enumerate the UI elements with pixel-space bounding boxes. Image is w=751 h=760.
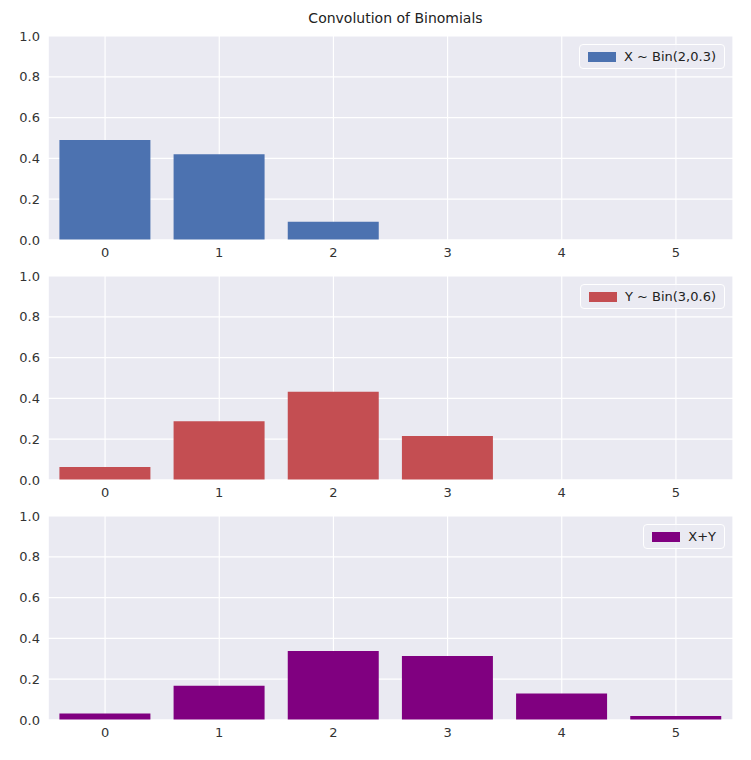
svg-text:1.0: 1.0: [19, 509, 40, 524]
svg-text:0.8: 0.8: [19, 549, 40, 564]
svg-text:0.4: 0.4: [19, 151, 40, 166]
svg-text:3: 3: [443, 485, 451, 500]
svg-text:1: 1: [215, 245, 223, 260]
svg-text:0.0: 0.0: [19, 473, 40, 488]
svg-text:5: 5: [672, 245, 680, 260]
svg-text:0.4: 0.4: [19, 391, 40, 406]
svg-text:0.8: 0.8: [19, 69, 40, 84]
svg-text:0.0: 0.0: [19, 713, 40, 728]
svg-text:0: 0: [101, 725, 109, 740]
svg-text:0.2: 0.2: [19, 192, 40, 207]
svg-text:0.6: 0.6: [19, 590, 40, 605]
svg-text:5: 5: [672, 725, 680, 740]
html-text:Y ~ Bin(3,0.6): Y ~ Bin(3,0.6): [624, 289, 716, 304]
svg-text:0: 0: [101, 245, 109, 260]
svg-text:4: 4: [558, 485, 566, 500]
svg-text:2: 2: [329, 485, 337, 500]
svg-text:0.6: 0.6: [19, 350, 40, 365]
svg-text:2: 2: [329, 245, 337, 260]
svg-text:4: 4: [558, 725, 566, 740]
svg-text:0.0: 0.0: [19, 233, 40, 248]
svg-text:0.6: 0.6: [19, 110, 40, 125]
svg-text:2: 2: [329, 725, 337, 740]
svg-text:1: 1: [215, 485, 223, 500]
svg-text:1.0: 1.0: [19, 29, 40, 44]
svg-text:0.4: 0.4: [19, 631, 40, 646]
svg-text:1: 1: [215, 725, 223, 740]
svg-text:0: 0: [101, 485, 109, 500]
svg-text:0.8: 0.8: [19, 309, 40, 324]
html-text:X+Y: X+Y: [688, 529, 716, 544]
html-text:Convolution of Binomials: Convolution of Binomials: [308, 10, 483, 26]
svg-text:0.2: 0.2: [19, 672, 40, 687]
svg-text:1.0: 1.0: [19, 269, 40, 284]
svg-text:4: 4: [558, 245, 566, 260]
svg-text:0.2: 0.2: [19, 432, 40, 447]
html-text:X ~ Bin(2,0.3): X ~ Bin(2,0.3): [623, 49, 716, 64]
svg-text:5: 5: [672, 485, 680, 500]
svg-text:3: 3: [443, 245, 451, 260]
svg-text:3: 3: [443, 725, 451, 740]
